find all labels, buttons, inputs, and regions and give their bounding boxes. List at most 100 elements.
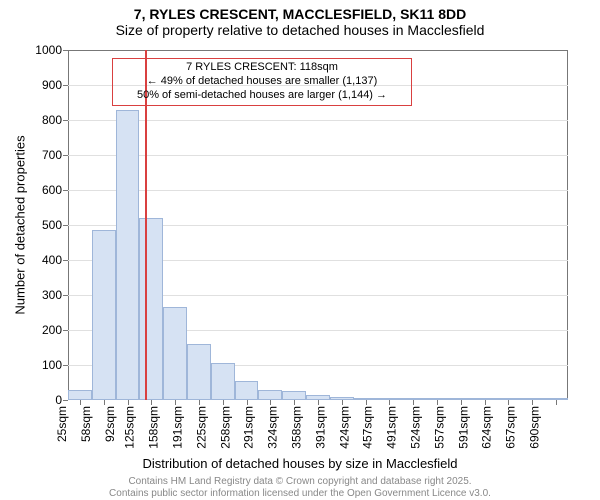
plot-area: 0100200300400500600700800900100025sqm58s… <box>68 50 568 400</box>
x-tick-mark <box>175 400 176 405</box>
attribution-block: Contains HM Land Registry data © Crown c… <box>0 476 600 500</box>
y-tick-label: 100 <box>42 358 62 372</box>
y-tick-label: 200 <box>42 323 62 337</box>
y-tick-mark <box>63 50 68 51</box>
x-tick-mark <box>389 400 390 405</box>
histogram-bar <box>544 398 568 400</box>
x-tick-label: 657sqm <box>504 406 518 449</box>
y-tick-mark <box>63 365 68 366</box>
histogram-bar <box>282 391 306 400</box>
x-tick-label: 92sqm <box>103 406 117 442</box>
y-tick-label: 600 <box>42 183 62 197</box>
histogram-bar <box>520 398 544 400</box>
histogram-bar <box>306 395 330 400</box>
gridline <box>68 155 568 156</box>
attribution-line2: Contains public sector information licen… <box>0 488 600 500</box>
x-tick-label: 258sqm <box>218 406 232 449</box>
x-tick-label: 624sqm <box>480 406 494 449</box>
x-tick-mark <box>413 400 414 405</box>
y-tick-mark <box>63 295 68 296</box>
y-tick-mark <box>63 190 68 191</box>
x-tick-label: 324sqm <box>266 406 280 449</box>
x-tick-mark <box>294 400 295 405</box>
x-tick-mark <box>485 400 486 405</box>
histogram-bar <box>163 307 187 400</box>
histogram-bar <box>473 398 497 400</box>
histogram-bar <box>378 398 402 400</box>
y-tick-mark <box>63 330 68 331</box>
y-tick-mark <box>63 85 68 86</box>
histogram-bar <box>211 363 235 400</box>
x-tick-label: 391sqm <box>313 406 327 449</box>
x-tick-label: 557sqm <box>432 406 446 449</box>
x-tick-mark <box>199 400 200 405</box>
x-tick-mark <box>508 400 509 405</box>
y-tick-mark <box>63 225 68 226</box>
x-tick-label: 358sqm <box>290 406 304 449</box>
y-tick-mark <box>63 260 68 261</box>
x-tick-label: 690sqm <box>528 406 542 449</box>
chart-title-line1: 7, RYLES CRESCENT, MACCLESFIELD, SK11 8D… <box>0 6 600 22</box>
x-tick-mark <box>247 400 248 405</box>
x-tick-mark <box>556 400 557 405</box>
chart-title-line2: Size of property relative to detached ho… <box>0 22 600 38</box>
y-tick-label: 400 <box>42 253 62 267</box>
x-tick-mark <box>532 400 533 405</box>
histogram-bar <box>497 398 521 400</box>
y-tick-mark <box>63 120 68 121</box>
callout-line1: 7 RYLES CRESCENT: 118sqm <box>119 61 405 75</box>
y-tick-label: 800 <box>42 113 62 127</box>
histogram-bar <box>68 390 92 401</box>
y-tick-label: 1000 <box>35 43 62 57</box>
x-tick-mark <box>318 400 319 405</box>
callout-line2: ← 49% of detached houses are smaller (1,… <box>119 75 405 89</box>
property-callout: 7 RYLES CRESCENT: 118sqm← 49% of detache… <box>112 58 412 106</box>
histogram-bar <box>258 390 282 401</box>
x-tick-mark <box>437 400 438 405</box>
y-tick-label: 900 <box>42 78 62 92</box>
x-tick-label: 424sqm <box>337 406 351 449</box>
x-tick-label: 591sqm <box>456 406 470 449</box>
x-tick-label: 291sqm <box>242 406 256 449</box>
property-size-histogram: 7, RYLES CRESCENT, MACCLESFIELD, SK11 8D… <box>0 0 600 500</box>
x-tick-label: 524sqm <box>409 406 423 449</box>
y-tick-label: 0 <box>55 393 62 407</box>
histogram-bar <box>330 397 354 401</box>
x-tick-mark <box>270 400 271 405</box>
x-tick-label: 225sqm <box>194 406 208 449</box>
histogram-bar <box>425 398 449 400</box>
histogram-bar <box>354 398 378 400</box>
y-tick-mark <box>63 155 68 156</box>
x-tick-mark <box>223 400 224 405</box>
x-tick-mark <box>128 400 129 405</box>
x-tick-mark <box>151 400 152 405</box>
y-axis-label: Number of detached properties <box>13 135 28 314</box>
x-tick-mark <box>342 400 343 405</box>
y-tick-label: 700 <box>42 148 62 162</box>
callout-line3: 50% of semi-detached houses are larger (… <box>119 89 405 103</box>
histogram-bar <box>235 381 259 400</box>
x-tick-label: 457sqm <box>361 406 375 449</box>
x-tick-label: 158sqm <box>147 406 161 449</box>
x-tick-label: 58sqm <box>79 406 93 442</box>
histogram-bar <box>401 398 425 400</box>
x-tick-label: 25sqm <box>55 406 69 442</box>
y-tick-label: 300 <box>42 288 62 302</box>
x-tick-mark <box>104 400 105 405</box>
histogram-bar <box>116 110 140 401</box>
x-axis-label: Distribution of detached houses by size … <box>0 456 600 471</box>
histogram-bar <box>92 230 116 400</box>
x-tick-mark <box>80 400 81 405</box>
gridline <box>68 120 568 121</box>
x-tick-label: 125sqm <box>123 406 137 449</box>
x-tick-label: 491sqm <box>385 406 399 449</box>
histogram-bar <box>449 398 473 400</box>
y-tick-mark <box>63 400 68 401</box>
y-tick-label: 500 <box>42 218 62 232</box>
histogram-bar <box>139 218 163 400</box>
attribution-line1: Contains HM Land Registry data © Crown c… <box>0 476 600 488</box>
x-tick-mark <box>366 400 367 405</box>
x-tick-label: 191sqm <box>171 406 185 449</box>
histogram-bar <box>187 344 211 400</box>
gridline <box>68 190 568 191</box>
